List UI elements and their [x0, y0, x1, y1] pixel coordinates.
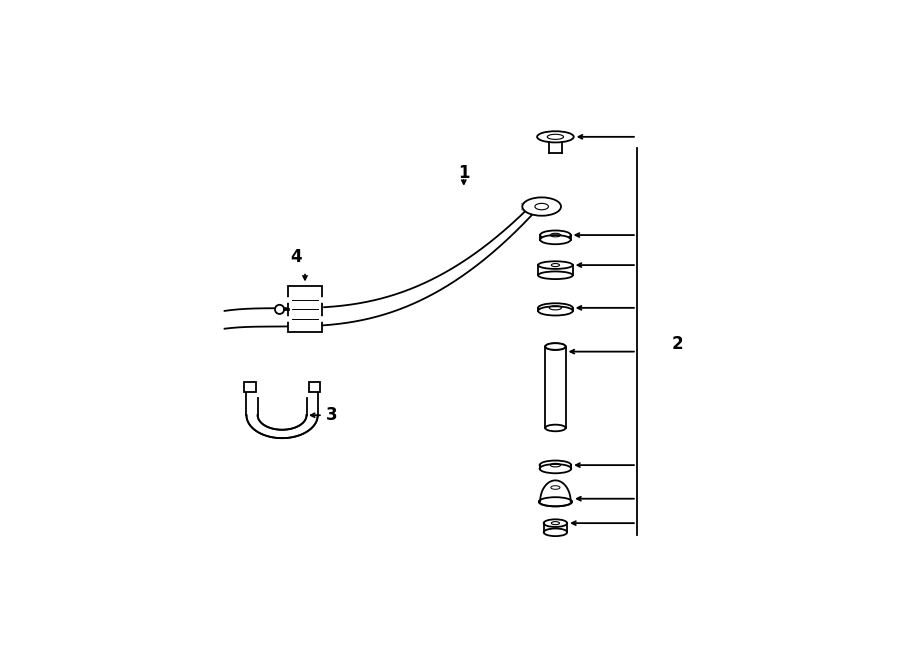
Ellipse shape — [538, 272, 572, 279]
Polygon shape — [544, 523, 567, 532]
Ellipse shape — [275, 305, 284, 314]
Ellipse shape — [538, 261, 572, 269]
Ellipse shape — [537, 132, 573, 142]
Ellipse shape — [540, 235, 571, 244]
FancyBboxPatch shape — [245, 382, 256, 393]
FancyBboxPatch shape — [288, 286, 322, 332]
Ellipse shape — [544, 529, 567, 536]
Polygon shape — [522, 202, 536, 212]
Polygon shape — [225, 202, 536, 329]
Polygon shape — [257, 399, 307, 429]
Ellipse shape — [545, 343, 565, 350]
Ellipse shape — [545, 424, 565, 431]
Text: 2: 2 — [671, 335, 683, 353]
Ellipse shape — [540, 464, 572, 473]
Text: 3: 3 — [326, 407, 338, 424]
Text: 1: 1 — [458, 165, 470, 182]
Ellipse shape — [539, 497, 572, 506]
Polygon shape — [257, 415, 307, 430]
Ellipse shape — [538, 306, 572, 315]
Polygon shape — [549, 142, 562, 153]
Polygon shape — [540, 465, 572, 469]
Ellipse shape — [545, 343, 565, 350]
Polygon shape — [538, 308, 572, 311]
Ellipse shape — [544, 520, 567, 527]
Polygon shape — [538, 265, 572, 275]
Polygon shape — [545, 346, 565, 428]
Polygon shape — [540, 481, 571, 502]
Text: 4: 4 — [290, 249, 302, 266]
Ellipse shape — [538, 303, 572, 313]
FancyBboxPatch shape — [309, 382, 320, 393]
Ellipse shape — [522, 198, 561, 215]
Ellipse shape — [540, 461, 572, 470]
Ellipse shape — [540, 231, 571, 240]
Polygon shape — [288, 297, 322, 322]
